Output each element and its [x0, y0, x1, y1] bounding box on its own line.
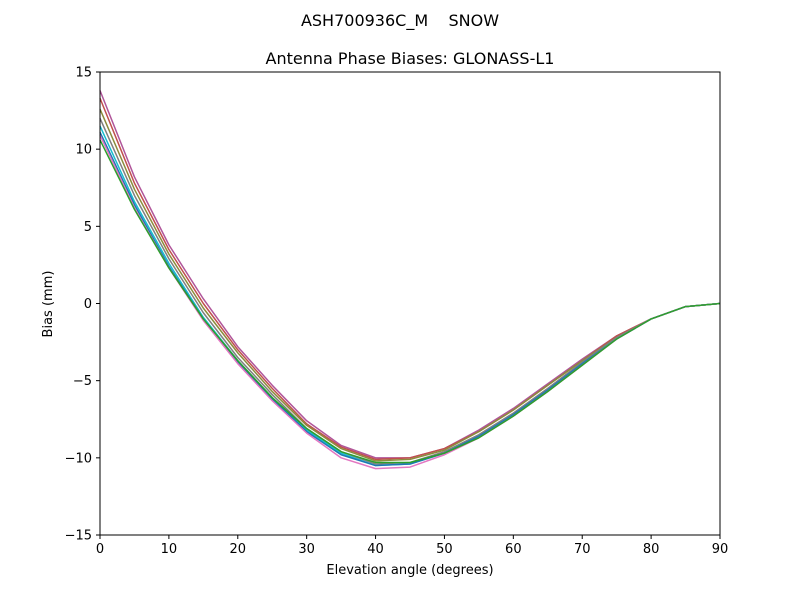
x-tick-label: 0: [96, 542, 104, 557]
x-tick-label: 20: [230, 542, 247, 557]
y-tick-label: 0: [84, 297, 92, 312]
x-tick-label: 80: [643, 542, 660, 557]
x-tick-label: 10: [161, 542, 178, 557]
y-axis-label: Bias (mm): [41, 271, 56, 338]
x-tick-label: 50: [436, 542, 453, 557]
y-tick-label: 5: [84, 220, 92, 235]
x-tick-label: 90: [712, 542, 729, 557]
x-tick-label: 60: [505, 542, 522, 557]
figure-suptitle: ASH700936C_M SNOW: [301, 11, 499, 31]
axes-frame: [99, 71, 721, 536]
x-tick-label: 30: [298, 542, 315, 557]
y-tick-label: −10: [65, 451, 92, 466]
series-line-8: [99, 139, 721, 464]
series-layer: [99, 90, 721, 470]
y-tick-label: 10: [75, 143, 92, 158]
y-tick-label: −5: [73, 374, 92, 389]
plot-area: 0 10 20 30 40 50 60 70 80 90 −15 −10 −5 0 5 10 15: [65, 66, 729, 558]
x-tick-label: 40: [367, 542, 384, 557]
x-axis-label: Elevation angle (degrees): [326, 563, 493, 578]
y-tick-label: −15: [65, 529, 92, 544]
chart-title: Antenna Phase Biases: GLONASS-L1: [266, 49, 555, 68]
series-line-2: [99, 97, 721, 461]
x-tick-label: 70: [574, 542, 591, 557]
y-tick-label: 15: [75, 66, 92, 81]
tick-layer: 0 10 20 30 40 50 60 70 80 90 −15 −10 −5 0 5 10 15: [65, 66, 729, 558]
